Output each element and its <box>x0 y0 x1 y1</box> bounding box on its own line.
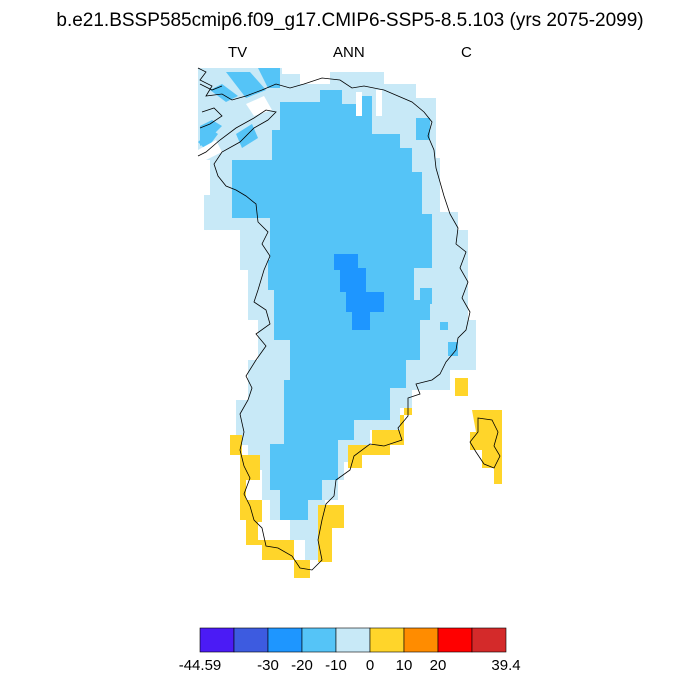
colorbar-label: -10 <box>325 657 347 674</box>
zone-m30-m20 <box>334 254 384 330</box>
colorbar-swatch <box>335 627 371 653</box>
colorbar-label: 20 <box>430 657 447 674</box>
colorbar-label: 10 <box>396 657 413 674</box>
colorbar-swatch <box>369 627 405 653</box>
colorbar-label: -20 <box>291 657 313 674</box>
plot-title: b.e21.BSSP585cmip6.f09_g17.CMIP6-SSP5-8.… <box>56 10 644 31</box>
colorbar-label: 0 <box>366 657 374 674</box>
subtitle-right: C <box>461 44 472 61</box>
colorbar-swatch <box>199 627 235 653</box>
coastline-island <box>469 417 501 469</box>
colorbar-swatch <box>233 627 269 653</box>
colorbar-swatch <box>471 627 507 653</box>
subtitle-center: ANN <box>333 44 365 61</box>
colorbar-label: 39.4 <box>491 657 520 674</box>
colorbar-swatch <box>437 627 473 653</box>
zone-m20-m10-nw <box>198 68 458 356</box>
colorbar-swatch <box>301 627 337 653</box>
colorbar-swatch <box>267 627 303 653</box>
colorbar-label: -30 <box>257 657 279 674</box>
colorbar-swatch <box>403 627 439 653</box>
colorbar: -44.59 -30 -20 -10 0 10 20 39.4 <box>179 627 521 674</box>
no-data-gaps <box>198 90 382 164</box>
coastline-nw <box>199 83 223 129</box>
subtitle-left: TV <box>228 44 248 61</box>
colorbar-label: -44.59 <box>179 657 222 674</box>
coastline <box>197 67 471 571</box>
zone-m20-m10 <box>232 90 432 520</box>
